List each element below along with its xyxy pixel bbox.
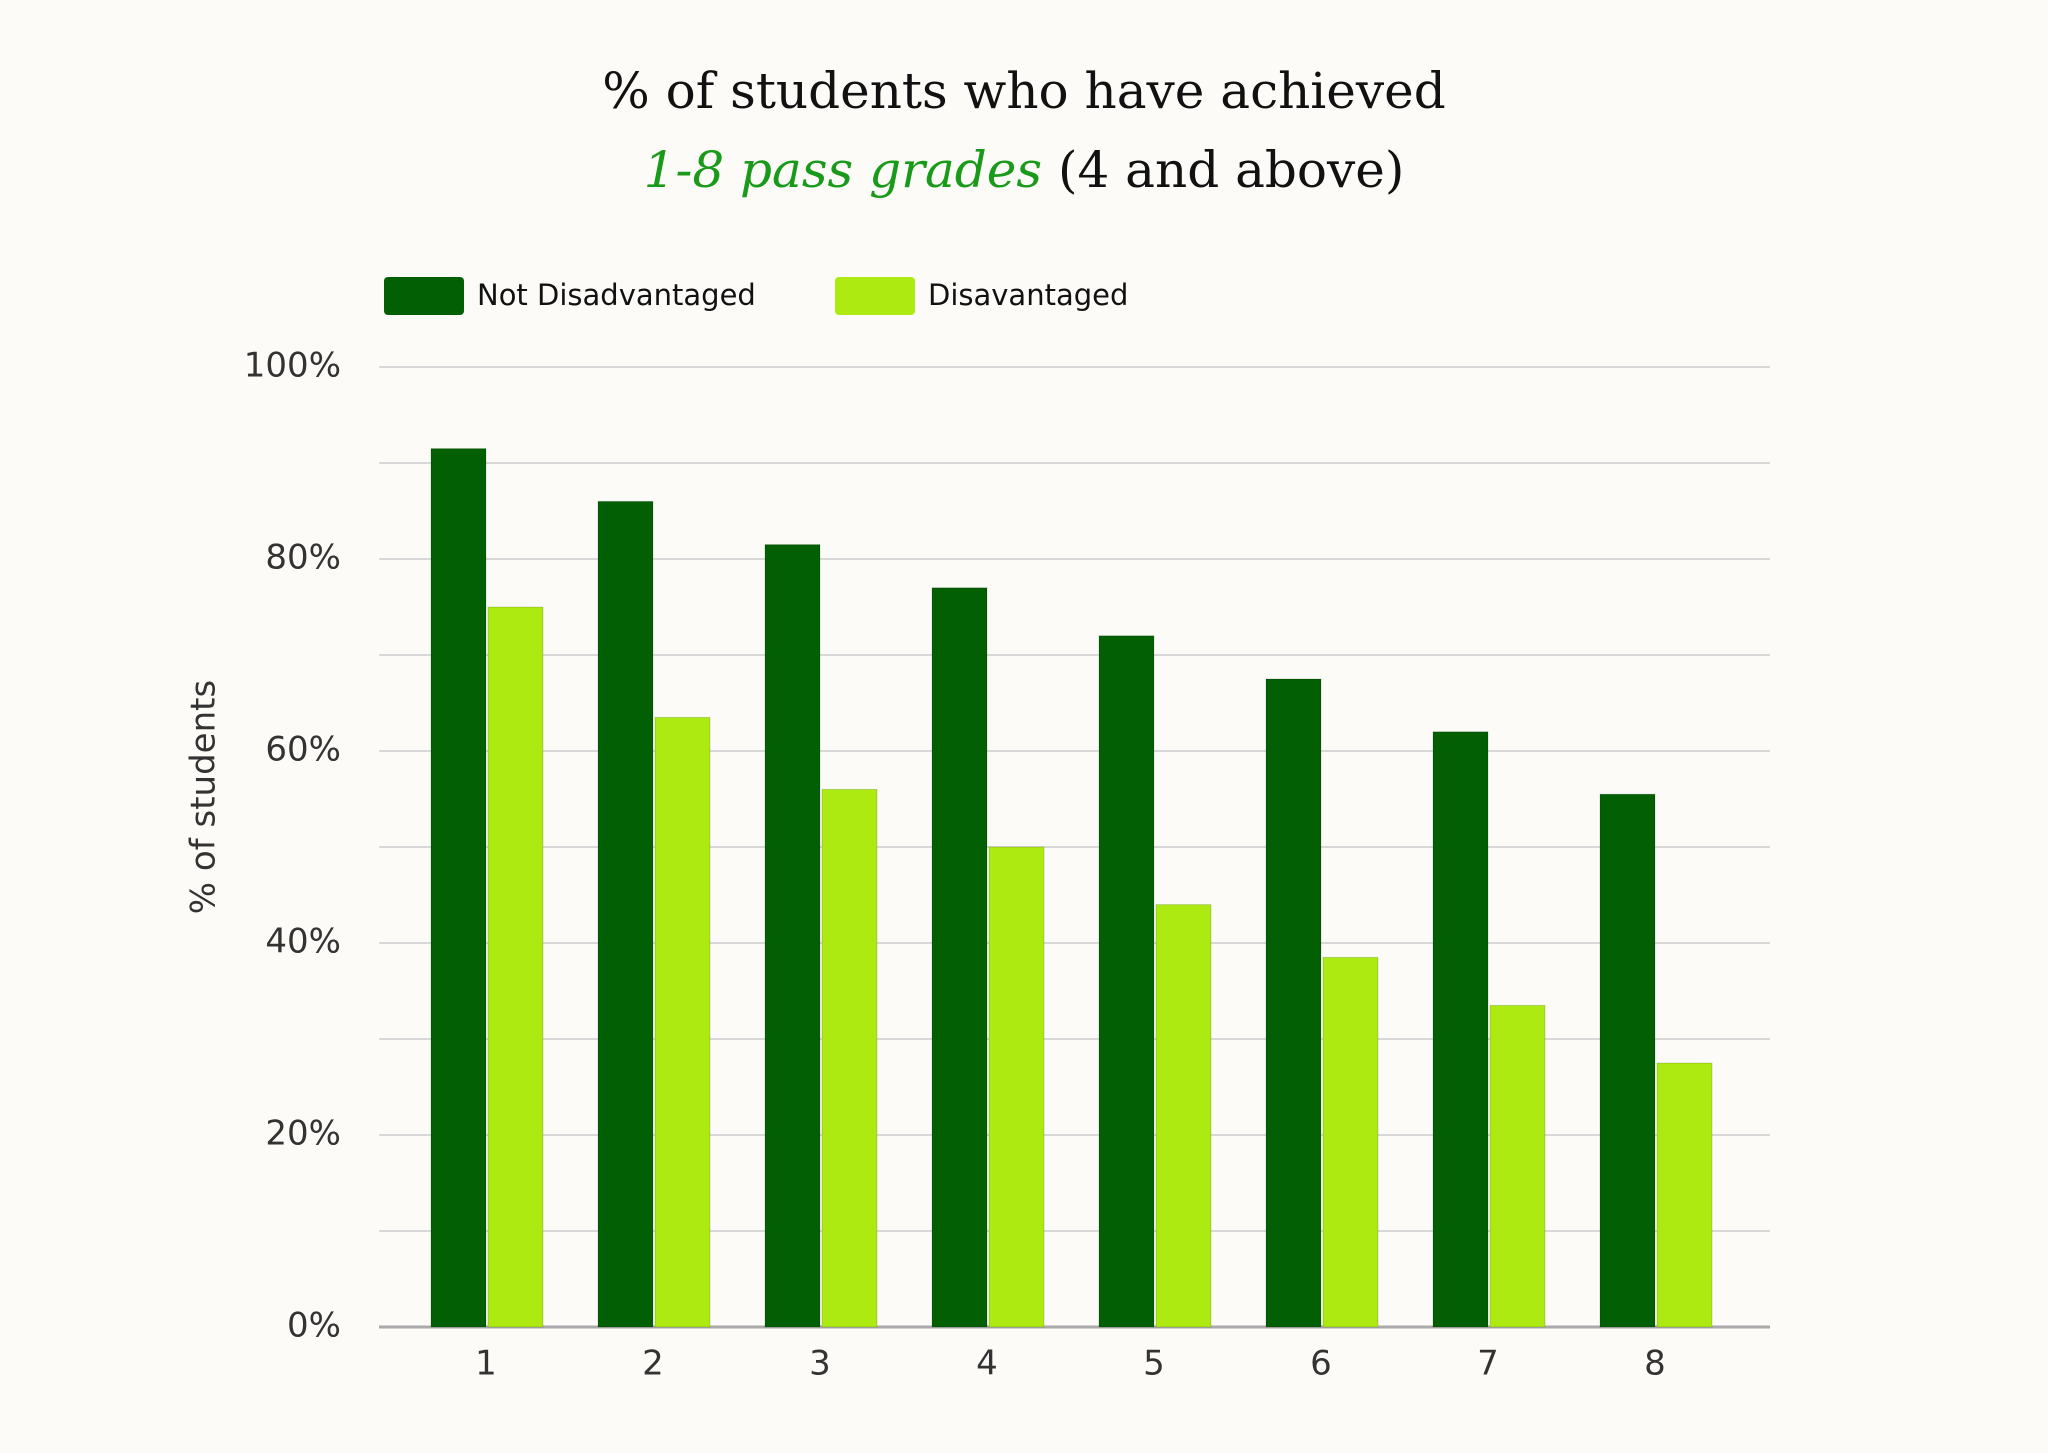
x-tick-label: 7 <box>1477 1344 1499 1384</box>
legend-swatch <box>835 277 915 315</box>
title-highlight: 1-8 pass grades <box>644 141 1042 199</box>
legend-swatch <box>384 277 464 315</box>
bar <box>430 448 487 1328</box>
y-tick-label: 80% <box>265 538 341 578</box>
legend-label: Disavantaged <box>928 278 1128 312</box>
bar <box>1155 904 1212 1328</box>
bar <box>1489 1004 1546 1328</box>
y-tick-label: 0% <box>287 1306 341 1346</box>
bar <box>1098 635 1155 1328</box>
chart-subtitle: 1-8 pass grades (4 and above) <box>644 141 1405 199</box>
y-tick-label: 60% <box>265 730 341 770</box>
x-tick-label: 4 <box>976 1344 998 1384</box>
bar <box>1599 793 1656 1328</box>
legend-label: Not Disadvantaged <box>477 278 756 312</box>
bar <box>654 716 711 1328</box>
x-tick-label: 3 <box>809 1344 831 1384</box>
y-tick-label: 20% <box>265 1114 341 1154</box>
x-tick-label: 5 <box>1143 1344 1165 1384</box>
x-tick-label: 1 <box>475 1344 497 1384</box>
bar <box>487 606 544 1328</box>
bar <box>764 544 821 1328</box>
bar <box>821 788 878 1328</box>
y-axis-title: % of students <box>184 680 224 914</box>
bar <box>1265 678 1322 1328</box>
bar <box>988 846 1045 1328</box>
y-tick-label: 100% <box>244 346 341 386</box>
bar <box>597 500 654 1328</box>
y-tick-label: 40% <box>265 922 341 962</box>
title-rest: (4 and above) <box>1058 141 1404 199</box>
x-tick-label: 2 <box>642 1344 664 1384</box>
chart-title: % of students who have achieved <box>602 62 1445 120</box>
bar <box>931 587 988 1328</box>
bar <box>1322 956 1379 1328</box>
x-tick-label: 8 <box>1644 1344 1666 1384</box>
x-tick-label: 6 <box>1310 1344 1332 1384</box>
bar <box>1656 1062 1713 1328</box>
bar <box>1432 731 1489 1328</box>
